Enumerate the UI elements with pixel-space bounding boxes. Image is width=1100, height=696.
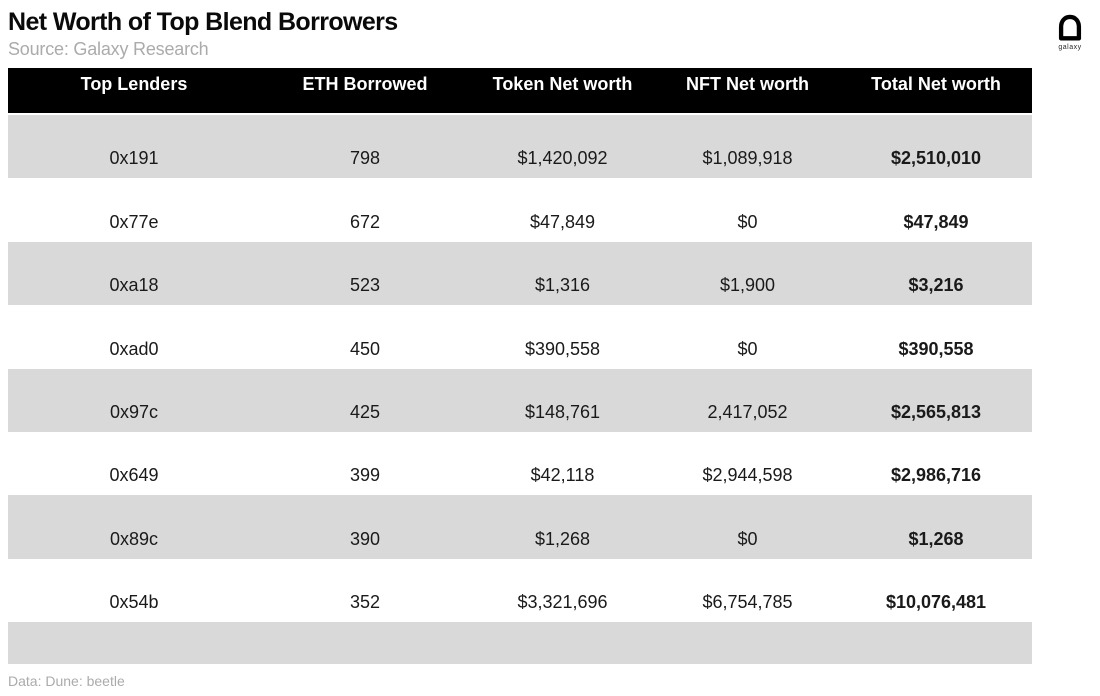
table-header-row: Top Lenders ETH Borrowed Token Net worth NF… [8, 68, 1032, 115]
table-row: 0xad0 450 $390,558 $0 $390,558 [8, 305, 1032, 368]
table-cell: $6,754,785 [702, 592, 793, 613]
table-cell: $1,900 [719, 275, 776, 296]
table-cell: 0x649 [109, 465, 159, 486]
table-cell: $2,565,813 [890, 401, 982, 422]
table-cell: 352 [349, 592, 381, 613]
source-label: Source: Galaxy Research [8, 39, 209, 59]
column-header-total-net-worth: Total Net worth [871, 74, 1001, 94]
galaxy-logo-label: galaxy [1058, 44, 1082, 51]
borrowers-table: Top Lenders ETH Borrowed Token Net worth NF… [8, 68, 1032, 665]
table-cell: 0xa18 [109, 275, 159, 296]
table-cell: 0x54b [109, 592, 159, 613]
table-row: 0xa18 523 $1,316 $1,900 $3,216 [8, 241, 1032, 306]
table-body: 0x191 798 $1,420,092 $1,089,918 $2,510,010 0x… [8, 115, 1032, 622]
column-header-eth-borrowed: ETH Borrowed [302, 74, 428, 94]
table-cell: 399 [349, 465, 381, 486]
table-cell: $0 [737, 528, 758, 549]
table-cell: $42,118 [530, 465, 595, 486]
table-cell: $3,216 [908, 275, 964, 296]
table-row: 0x649 399 $42,118 $2,944,598 $2,986,716 [8, 432, 1032, 495]
table-cell: 0xad0 [109, 338, 159, 359]
column-header-nft-net-worth: NFT Net worth [686, 74, 809, 94]
table-cell: $1,316 [534, 275, 591, 296]
table-cell: $2,944,598 [702, 465, 793, 486]
table-cell: $148,761 [524, 401, 601, 422]
table-cell: 672 [349, 211, 381, 232]
table-cell: $1,420,092 [517, 148, 608, 169]
table-cell: $47,849 [529, 211, 596, 232]
table-row: 0x89c 390 $1,268 $0 $1,268 [8, 495, 1032, 559]
table-cell: 0x191 [109, 148, 159, 169]
table-cell: $0 [737, 338, 758, 359]
column-header-top-lenders: Top Lenders [80, 74, 188, 94]
table-row: 0x191 798 $1,420,092 $1,089,918 $2,510,010 [8, 115, 1032, 179]
table-cell: $10,076,481 [885, 592, 987, 613]
table-cell: $390,558 [898, 338, 974, 359]
table-cell: 0x89c [109, 528, 159, 549]
table-cell: 798 [349, 148, 381, 169]
table-cell: $3,321,696 [517, 592, 608, 613]
table-cell: $390,558 [524, 338, 601, 359]
table-cell: 450 [349, 338, 381, 359]
table-cell: 0x77e [109, 211, 159, 232]
table-cell: $1,089,918 [702, 148, 793, 169]
table-row: 0x77e 672 $47,849 $0 $47,849 [8, 178, 1032, 241]
table-cell: $0 [737, 211, 758, 232]
table-cell: 390 [349, 528, 381, 549]
table-cell: $47,849 [903, 211, 969, 232]
galaxy-logo-icon [1058, 14, 1082, 41]
footer-credit: Data: Dune: beetle [8, 673, 125, 689]
table-cell: 425 [349, 401, 381, 422]
column-header-token-net-worth: Token Net worth [492, 74, 633, 94]
table-row: 0x97c 425 $148,761 2,417,052 $2,565,813 [8, 368, 1032, 432]
table-cell: $2,986,716 [890, 465, 982, 486]
table-cell: 523 [349, 275, 381, 296]
table-cell: 0x97c [109, 401, 159, 422]
table-empty-row [8, 622, 1032, 665]
galaxy-logo: galaxy [1050, 13, 1090, 51]
table-cell: $2,510,010 [890, 148, 982, 169]
page-title: Net Worth of Top Blend Borrowers [8, 8, 398, 36]
table-cell: 2,417,052 [707, 401, 788, 422]
table-cell: $1,268 [534, 528, 591, 549]
table-row: 0x54b 352 $3,321,696 $6,754,785 $10,076,481 [8, 559, 1032, 622]
table-cell: $1,268 [908, 528, 964, 549]
